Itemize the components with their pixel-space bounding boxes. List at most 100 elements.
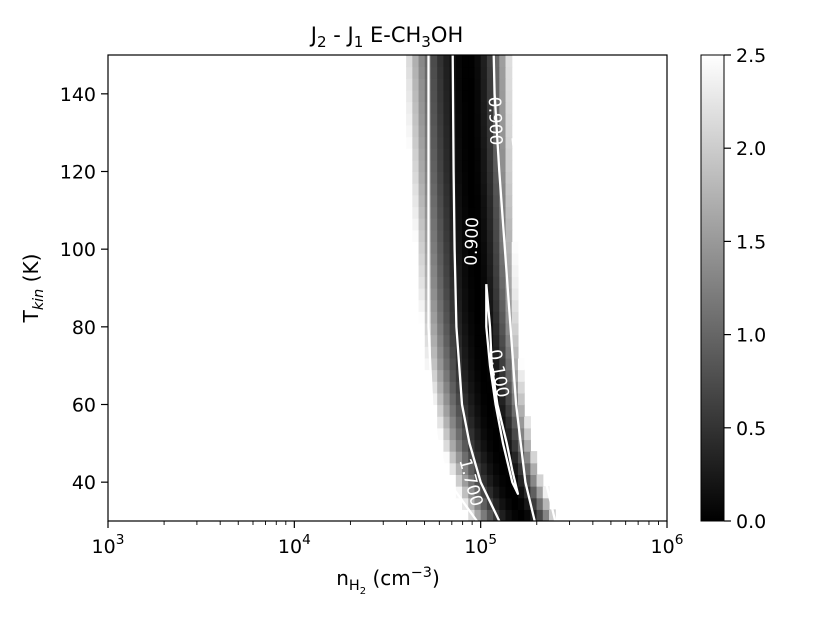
heatmap-cell [430, 369, 438, 382]
heatmap-cell [418, 299, 426, 312]
heatmap-cell [437, 322, 444, 336]
heatmap-cell [437, 218, 444, 231]
heatmap-cell [462, 218, 469, 231]
heatmap-cell [511, 509, 519, 521]
heatmap-cell [443, 148, 451, 161]
heatmap-cell [468, 66, 476, 79]
heatmap-cell [443, 159, 451, 173]
heatmap-cell [443, 357, 451, 371]
heatmap-cell [443, 241, 451, 254]
heatmap-cell [499, 159, 507, 173]
tick-base: 10 [278, 536, 302, 558]
heatmap-cell [505, 439, 513, 452]
heatmap-cell [499, 78, 507, 91]
heatmap-cell [517, 474, 525, 487]
heatmap-cell [486, 89, 494, 103]
heatmap-cell [406, 113, 413, 126]
heatmap-cell [462, 159, 469, 173]
heatmap-cell [449, 416, 457, 429]
heatmap-cell [455, 381, 463, 394]
heatmap-cell [493, 299, 500, 312]
heatmap-cell [486, 218, 494, 231]
text-part: (K) [19, 254, 43, 289]
heatmap-cell [430, 241, 438, 254]
heatmap-cell [480, 113, 488, 126]
tick-base: 10 [92, 536, 116, 558]
heatmap-cell [418, 218, 426, 231]
heatmap-cell [449, 276, 457, 289]
heatmap-cell [480, 509, 488, 521]
heatmap-cell [480, 427, 488, 441]
heatmap-cell [493, 288, 500, 301]
heatmap-cell [511, 427, 519, 441]
tick-exponent: 6 [675, 532, 684, 548]
heatmap-cell [474, 89, 482, 103]
heatmap-cell [462, 369, 469, 382]
heatmap-cell [486, 66, 494, 79]
heatmap-cell [493, 381, 500, 394]
heatmap-cell [493, 194, 500, 208]
heatmap-cell [406, 124, 413, 138]
heatmap-cell [493, 427, 500, 441]
heatmap-cell [449, 264, 457, 277]
heatmap-cell [486, 509, 494, 521]
heatmap-cell [486, 148, 494, 161]
heatmap-cell [493, 171, 500, 184]
heatmap-cell [437, 148, 444, 161]
heatmap-cell [437, 206, 444, 219]
heatmap-cell [511, 241, 519, 254]
heatmap-cell [455, 334, 463, 347]
heatmap-cell [455, 451, 463, 464]
heatmap-cell [412, 159, 420, 173]
heatmap-cell [468, 229, 476, 242]
heatmap-cell [524, 509, 531, 521]
heatmap-cell [511, 497, 519, 510]
heatmap-cell [480, 264, 488, 277]
heatmap-cell [462, 66, 469, 79]
heatmap-cell [480, 474, 488, 487]
heatmap-cell [542, 509, 550, 521]
heatmap-cell [449, 439, 457, 452]
heatmap-cell [418, 55, 426, 68]
heatmap-cell [468, 369, 476, 382]
heatmap-cell [449, 311, 457, 324]
heatmap-cell [430, 89, 438, 103]
heatmap-cell [437, 113, 444, 126]
heatmap-cell [505, 148, 513, 161]
heatmap-cell [493, 264, 500, 277]
heatmap-cell [455, 124, 463, 138]
heatmap-cell [505, 183, 513, 196]
heatmap-cell [430, 381, 438, 394]
y-tick-label: 120 [60, 162, 96, 184]
heatmap-cell [511, 439, 519, 452]
heatmap-cell [430, 113, 438, 126]
heatmap-cell [468, 241, 476, 254]
heatmap-cell [474, 253, 482, 266]
heatmap-cell [505, 369, 513, 382]
heatmap-cell [455, 136, 463, 149]
heatmap-cell [474, 113, 482, 126]
heatmap-cell [499, 113, 507, 126]
colorbar-tick-label: 2.0 [736, 138, 766, 160]
heatmap-cell [430, 78, 438, 91]
heatmap-cell [468, 206, 476, 219]
heatmap-cell [493, 322, 500, 336]
heatmap-cell [443, 439, 451, 452]
heatmap-cell [418, 124, 426, 138]
heatmap-cell [430, 299, 438, 312]
heatmap-cell [455, 416, 463, 429]
heatmap-cell [443, 264, 451, 277]
heatmap-cell [437, 392, 444, 406]
heatmap-cell [493, 369, 500, 382]
heatmap-cell [437, 311, 444, 324]
heatmap-cell [505, 113, 513, 126]
heatmap-cell [449, 322, 457, 336]
heatmap-cell [455, 276, 463, 289]
x-axis: 103 104 105 106 [92, 521, 684, 558]
heatmap-cell [430, 334, 438, 347]
heatmap-cell [462, 462, 469, 475]
heatmap-cell [437, 369, 444, 382]
heatmap-cell [505, 55, 513, 68]
heatmap-cell [437, 55, 444, 68]
heatmap-cell [468, 311, 476, 324]
